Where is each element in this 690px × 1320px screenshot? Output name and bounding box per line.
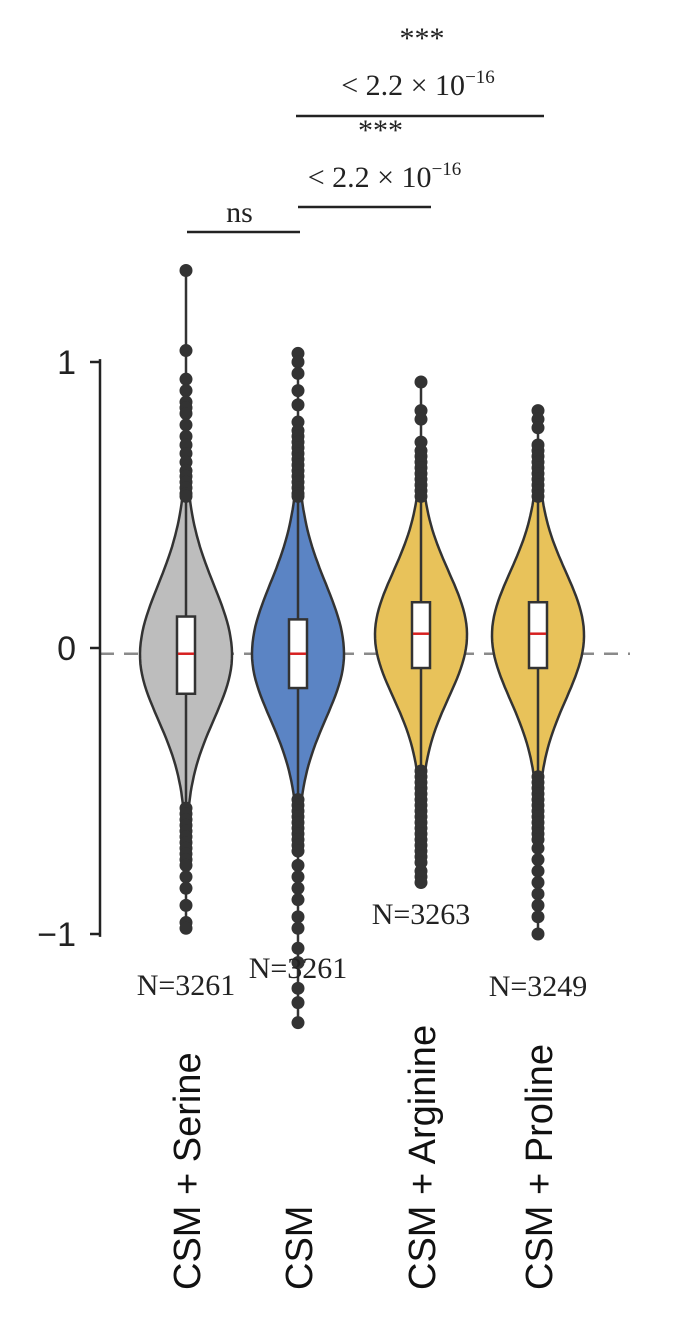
outliers-layer — [179, 263, 545, 1030]
significance-layer: ns***< 2.2 × 10−16***< 2.2 × 10−16 — [187, 22, 544, 234]
sig-pvalue-base-1: < 2.2 × 10 — [308, 161, 432, 194]
box-3 — [527, 600, 549, 670]
labels-layer: N=3261 CSM + Serine N=3261 CSM N=3263 CSM + A… — [137, 898, 588, 1290]
violins-layer — [138, 483, 586, 810]
y-tick-label-2: −1 — [37, 916, 76, 954]
sig-pvalue-1: < 2.2 × 10−16 — [308, 159, 462, 194]
category-label-2: CSM + Arginine — [402, 1025, 444, 1290]
outlier-3-2 — [531, 421, 545, 435]
outlier-0-0 — [179, 263, 193, 277]
n-label-0: N=3261 — [137, 969, 236, 1002]
sig-stars-1: *** — [358, 114, 403, 147]
sig-stars-0: ns — [226, 196, 253, 229]
category-label-1: CSM — [279, 1206, 321, 1290]
category-label-0: CSM + Serine — [167, 1052, 209, 1290]
outlier-2-0 — [414, 375, 428, 389]
sig-pvalue-base-2: < 2.2 × 10 — [341, 69, 465, 102]
outlier-1-36 — [291, 956, 305, 970]
outlier-1-30 — [291, 870, 305, 884]
outlier-1-38 — [291, 996, 305, 1010]
outlier-2-2 — [414, 412, 428, 426]
outlier-3-32 — [531, 927, 545, 941]
outlier-0-33 — [179, 921, 193, 935]
outlier-0-2 — [179, 372, 193, 386]
outlier-1-28 — [291, 844, 305, 858]
sig-pvalue-2: < 2.2 × 10−16 — [341, 67, 495, 102]
outlier-2-32 — [414, 876, 428, 890]
n-label-2: N=3263 — [372, 898, 471, 931]
sig-stars-2: *** — [400, 22, 445, 55]
y-tick-label-1: 0 — [57, 630, 76, 668]
box-0 — [175, 615, 197, 696]
outlier-3-27 — [531, 864, 545, 878]
outlier-1-18 — [291, 489, 305, 503]
y-tick-label-0: 1 — [57, 344, 76, 382]
outlier-3-25 — [531, 841, 545, 855]
outlier-0-29 — [179, 870, 193, 884]
outlier-1-4 — [291, 398, 305, 412]
sig-pvalue-exp-1: −16 — [432, 159, 462, 180]
outlier-0-31 — [179, 898, 193, 912]
outlier-0-7 — [179, 418, 193, 432]
outlier-3-26 — [531, 853, 545, 867]
outlier-1-3 — [291, 384, 305, 398]
outlier-1-2 — [291, 366, 305, 380]
outlier-1-37 — [291, 981, 305, 995]
sig-pvalue-exp-2: −16 — [465, 67, 495, 88]
outlier-0-3 — [179, 384, 193, 398]
outlier-3-29 — [531, 887, 545, 901]
outlier-0-28 — [179, 858, 193, 872]
outlier-3-31 — [531, 910, 545, 924]
outlier-1-39 — [291, 1016, 305, 1030]
outlier-2-12 — [414, 489, 428, 503]
outlier-1-34 — [291, 921, 305, 935]
outlier-3-30 — [531, 898, 545, 912]
outlier-1-32 — [291, 893, 305, 907]
y-axis: 1 0 −1 — [37, 344, 102, 954]
n-label-3: N=3249 — [489, 970, 588, 1003]
outlier-0-6 — [179, 406, 193, 420]
outlier-0-1 — [179, 344, 193, 358]
outlier-1-1 — [291, 355, 305, 369]
outlier-3-12 — [531, 489, 545, 503]
category-label-3: CSM + Proline — [519, 1044, 561, 1290]
outlier-1-35 — [291, 941, 305, 955]
n-label-1: N=3261 — [249, 952, 348, 985]
outlier-0-17 — [179, 489, 193, 503]
outlier-0-30 — [179, 881, 193, 895]
outlier-1-29 — [291, 858, 305, 872]
outlier-1-31 — [291, 881, 305, 895]
outlier-3-28 — [531, 876, 545, 890]
outlier-1-33 — [291, 910, 305, 924]
box-2 — [410, 600, 432, 670]
